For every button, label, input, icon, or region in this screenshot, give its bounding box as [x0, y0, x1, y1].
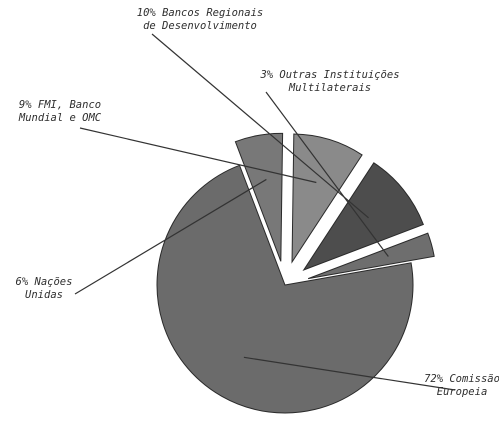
slice-label: 9% FMI, Banco Mundial e OMC — [18, 99, 102, 124]
slice-label: 3% Outras Instituições Multilaterais — [259, 69, 399, 94]
slice-label: 10% Bancos Regionais de Desenvolvimento — [137, 7, 263, 32]
leader-line — [74, 178, 267, 295]
leader-line — [151, 33, 369, 219]
leader-line — [79, 127, 317, 184]
pie-slice — [156, 164, 414, 414]
slice-label: 72% Comissão Europeia — [424, 373, 499, 398]
pie-slice — [302, 162, 425, 271]
pie-slice — [291, 133, 363, 264]
slice-label: 6% Nações Unidas — [16, 276, 73, 301]
leader-line — [265, 91, 389, 257]
pie-slice — [234, 132, 284, 262]
pie-slice — [307, 232, 435, 280]
leader-line — [243, 356, 456, 391]
